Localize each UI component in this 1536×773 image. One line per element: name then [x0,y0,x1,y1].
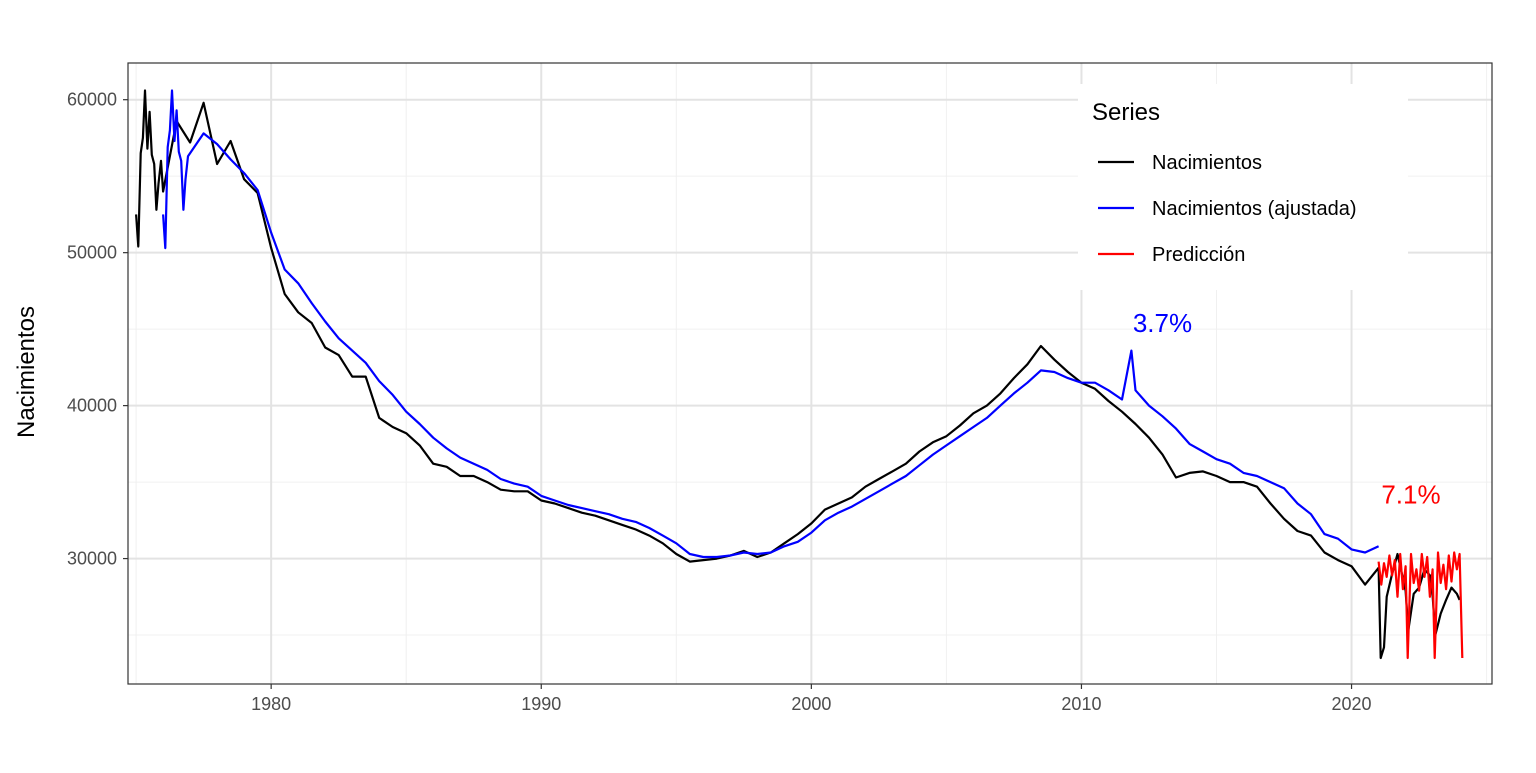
annotation-label: 7.1% [1381,480,1440,510]
y-tick-label: 60000 [67,90,117,110]
legend-background [1078,84,1408,290]
x-tick-label: 2020 [1332,694,1372,714]
annotation-layer: 3.7% 7.1% [1133,308,1441,509]
annotation-label: 3.7% [1133,308,1192,338]
series-layer [135,89,1464,660]
legend-title: Series [1092,99,1160,126]
axis-layer: 1980 1990 2000 2010 2020 30000 40000 50000 60000 [67,90,1372,714]
series-line-2 [1377,551,1464,660]
plot-border [127,62,1493,685]
y-tick-label: 40000 [67,396,117,416]
legend-label-0: Nacimientos [1152,152,1262,174]
y-axis-title: Nacimientos [13,306,40,438]
y-tick-label: 30000 [67,549,117,569]
legend: Series Nacimientos Nacimientos (ajustada) P… [1078,84,1408,290]
x-tick-label: 2000 [791,694,831,714]
legend-label-2: Predicción [1152,244,1245,266]
x-tick-label: 1980 [251,694,291,714]
x-tick-label: 2010 [1061,694,1101,714]
series-line-0 [135,89,1461,660]
series-line-1 [162,89,1380,559]
legend-label-1: Nacimientos (ajustada) [1152,198,1357,220]
y-tick-label: 50000 [67,243,117,263]
x-tick-label: 1990 [521,694,561,714]
